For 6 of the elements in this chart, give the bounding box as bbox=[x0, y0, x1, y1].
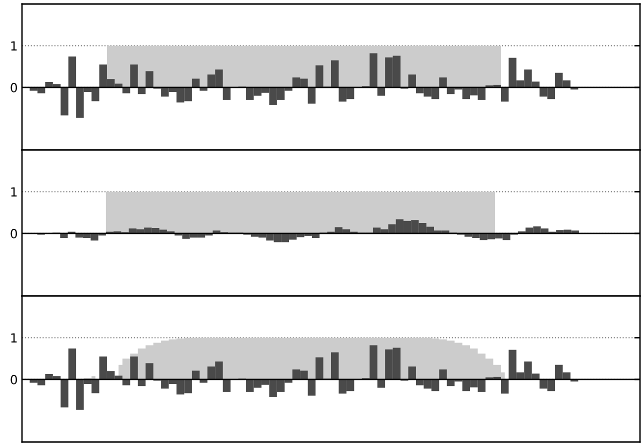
y-tick-label: 0 bbox=[10, 82, 18, 92]
y-tick-label: 1 bbox=[11, 333, 17, 342]
y-tick-label: 1 bbox=[11, 187, 17, 196]
y-tick-label: 0 bbox=[10, 374, 18, 384]
y-tick-label: 1 bbox=[11, 41, 17, 50]
y-tick-label: 0 bbox=[10, 228, 18, 238]
